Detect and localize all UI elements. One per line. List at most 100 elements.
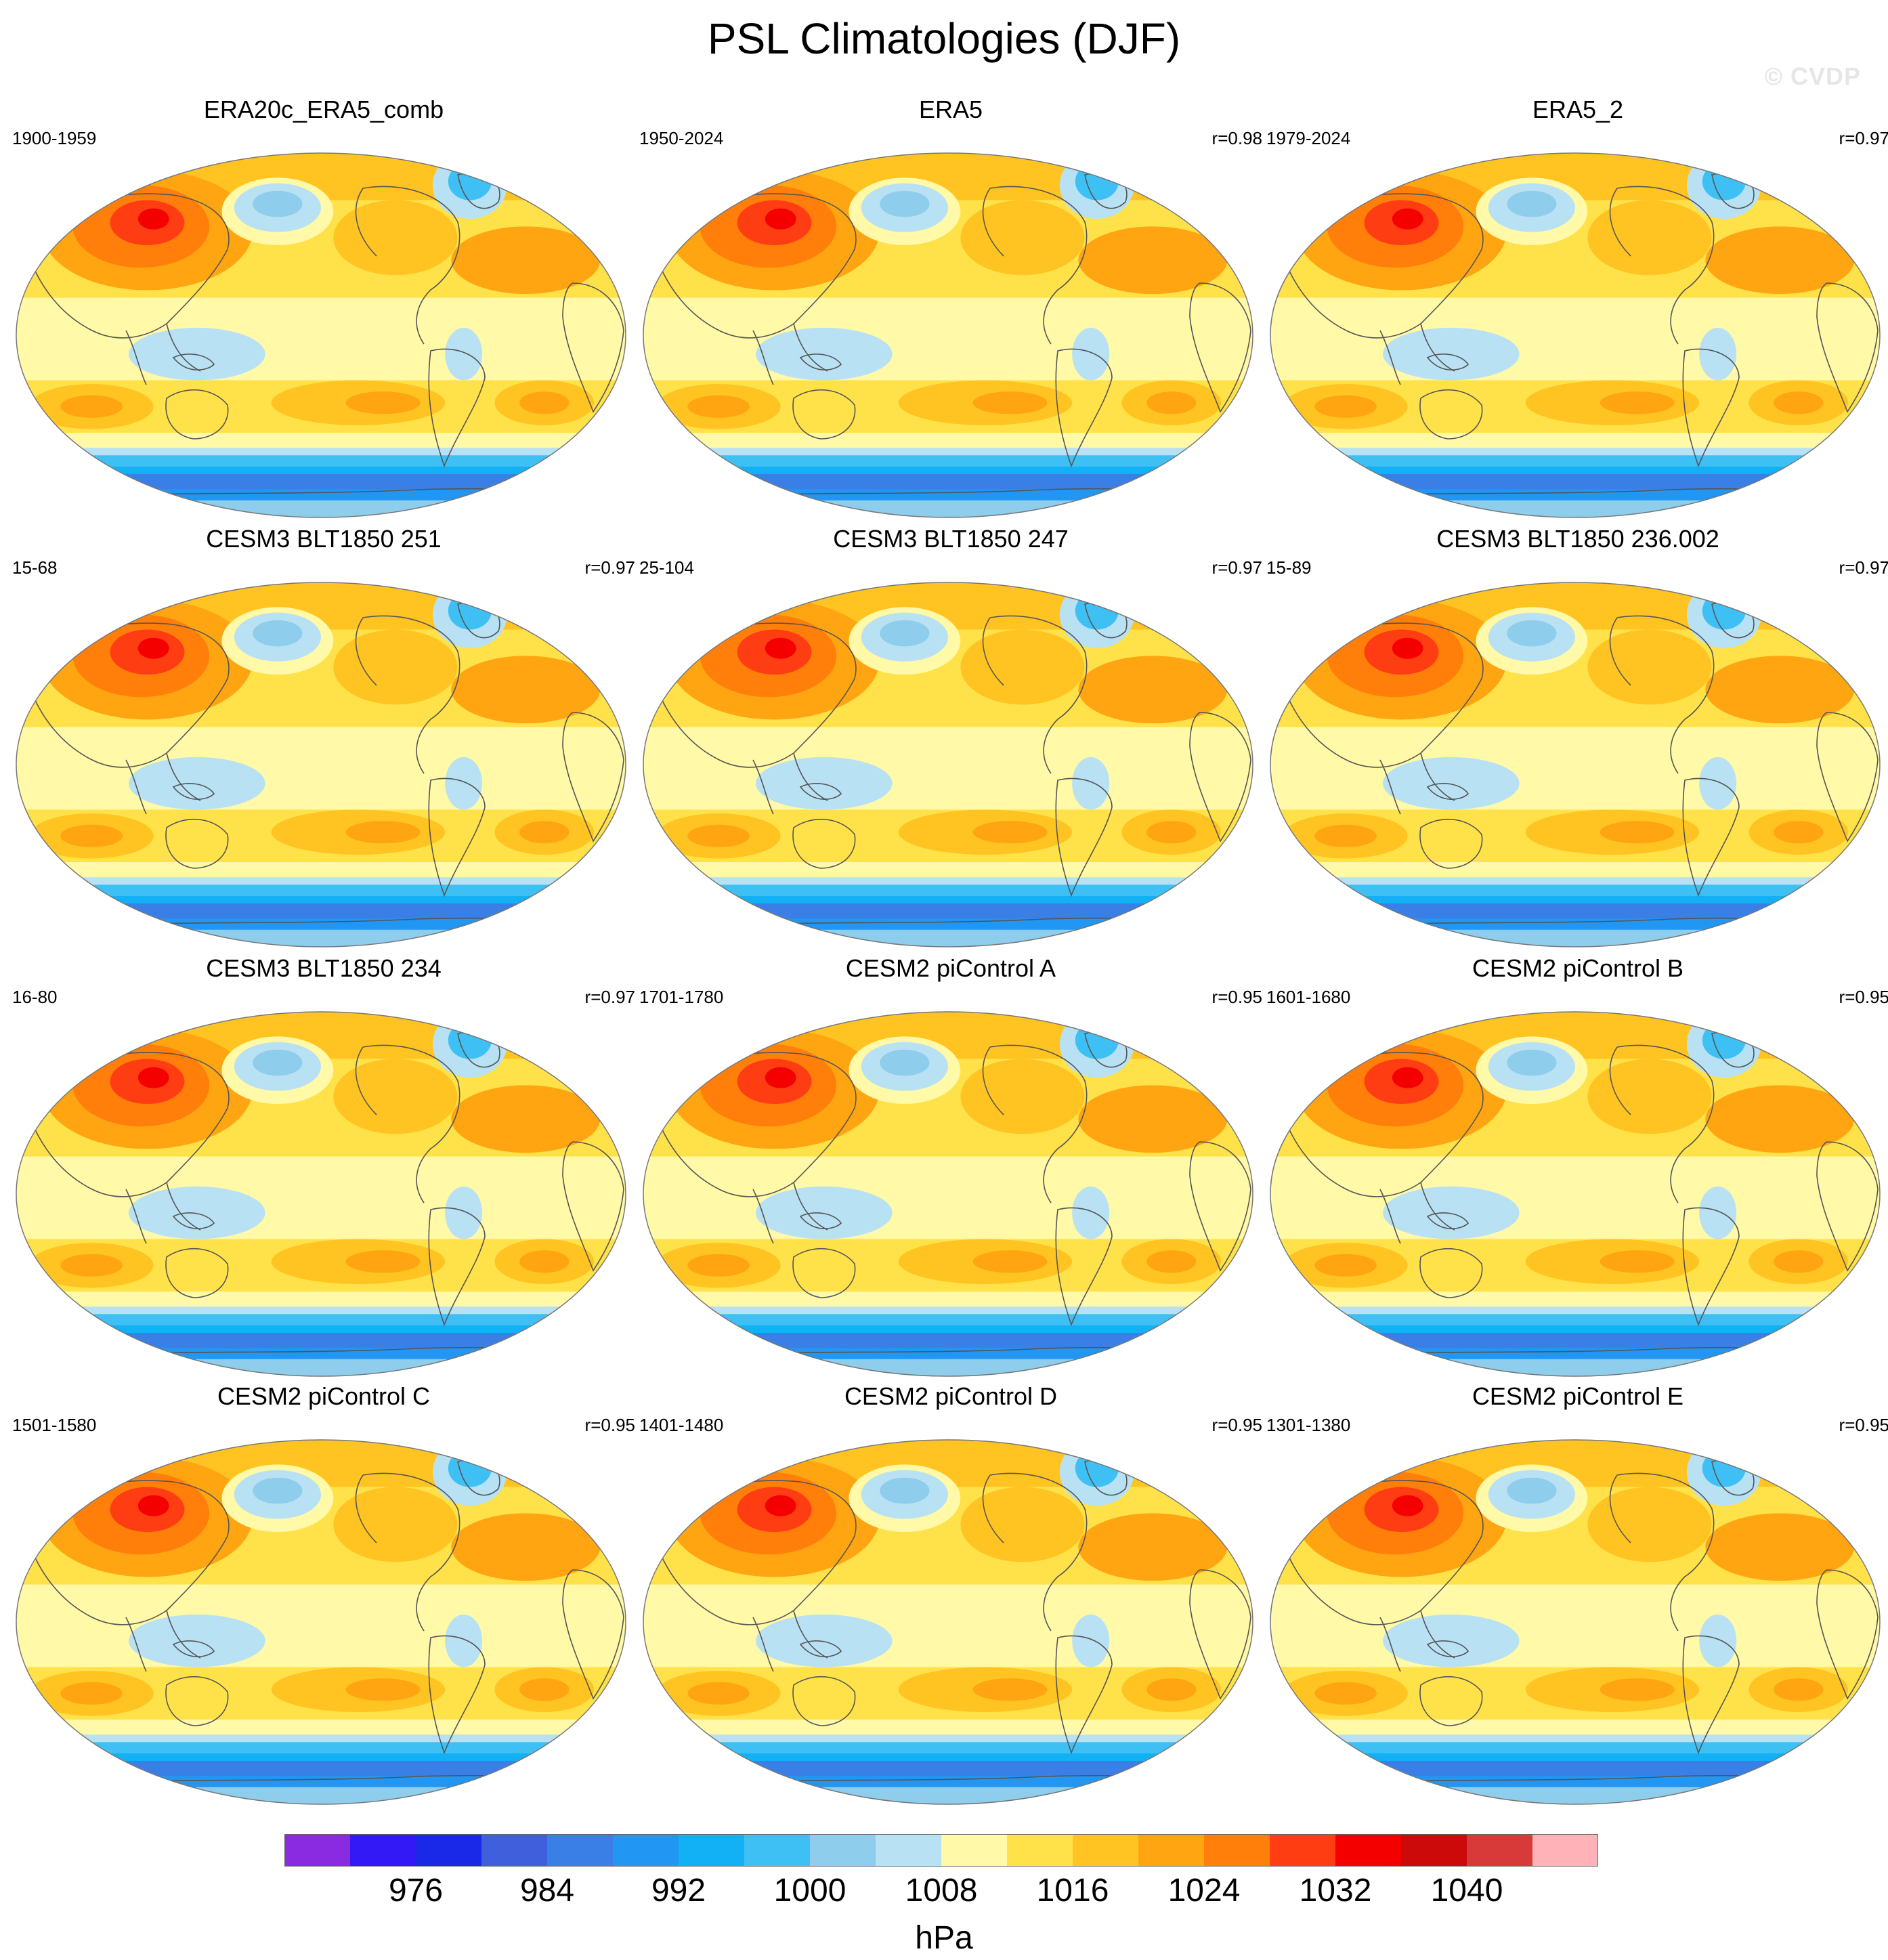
map-panel: CESM3 BLT1850 236.002 15-89 r=0.97 — [1265, 524, 1888, 952]
map-panel: CESM2 piControl D 1401-1480 r=0.95 — [638, 1382, 1264, 1810]
north-american-high — [333, 200, 458, 276]
colorbar-label: 1000 — [773, 1873, 846, 1909]
southern-ocean-band-2 — [643, 1742, 1253, 1754]
australia-coastline — [165, 389, 229, 440]
colorbar-swatch — [481, 1834, 548, 1867]
australia-coastline — [1419, 1676, 1483, 1726]
maritime-continent-coastline — [1426, 783, 1469, 800]
map-outline — [16, 582, 626, 947]
north-american-high — [333, 1487, 458, 1562]
africa-coastline — [562, 282, 624, 413]
north-america-coastline — [982, 1472, 1088, 1632]
colorbar-label: 1008 — [905, 1873, 978, 1909]
colorbar-swatch — [284, 1834, 351, 1867]
map-outline — [1270, 582, 1881, 947]
colorbar-swatch — [416, 1834, 482, 1867]
africa-coastline — [562, 1141, 624, 1272]
south-atlantic-high-core — [1774, 1250, 1824, 1273]
azores-high — [1078, 1513, 1228, 1581]
australia-coastline — [165, 818, 229, 869]
africa-coastline — [1816, 1569, 1879, 1700]
north-american-high — [1587, 200, 1712, 276]
colorbar-swatch — [350, 1834, 416, 1867]
aleutian-low-core — [1507, 1049, 1557, 1076]
africa-coastline — [1816, 1141, 1879, 1272]
warm-pool-low — [1383, 1614, 1520, 1667]
colorbar-swatch — [1335, 1834, 1402, 1867]
panel-correlation: r=0.95 — [1839, 1415, 1888, 1435]
southern-ocean-band-2 — [643, 885, 1253, 897]
map-panel: CESM2 piControl A 1701-1780 r=0.95 — [638, 954, 1264, 1382]
panel-period: 15-68 — [12, 557, 58, 578]
map-outline — [16, 1439, 626, 1805]
south-america-low — [1072, 1186, 1110, 1239]
maritime-continent-coastline — [172, 783, 215, 800]
north-america-coastline — [1609, 1044, 1715, 1203]
map-panel: ERA5_2 1979-2024 r=0.97 — [1265, 95, 1888, 523]
panel-period: 1900-1959 — [12, 128, 97, 148]
south-pacific-high-core — [345, 821, 421, 844]
north-america-coastline — [1609, 1472, 1715, 1632]
south-pacific-high-core — [972, 1250, 1048, 1273]
south-atlantic-high-core — [519, 1250, 570, 1273]
indian-ocean-high-core — [60, 1254, 123, 1277]
indian-ocean-high-core — [1314, 395, 1377, 418]
indian-ocean-high-core — [687, 1682, 750, 1705]
colorbar-swatch — [941, 1834, 1008, 1867]
map-outline — [16, 152, 626, 518]
colorbar-swatch — [1270, 1834, 1336, 1867]
colorbar-swatch — [613, 1834, 679, 1867]
panel-title: CESM2 piControl B — [1472, 954, 1684, 982]
aleutian-low-core — [1507, 1477, 1557, 1504]
warm-pool-low — [756, 327, 893, 381]
north-america-coastline — [355, 615, 460, 774]
australia-coastline — [792, 1248, 856, 1298]
southern-ocean-band-6 — [16, 1787, 626, 1804]
panel-title: CESM3 BLT1850 234 — [206, 954, 442, 982]
psl-map — [643, 152, 1253, 518]
panel-period: 15-89 — [1266, 557, 1312, 578]
indian-ocean-high-core — [1314, 1682, 1377, 1705]
warm-pool-low — [1383, 327, 1520, 381]
map-outline — [16, 1011, 626, 1377]
south-pacific-high-core — [972, 821, 1048, 844]
panel-correlation: r=0.97 — [584, 987, 635, 1007]
south-pacific-high-core — [972, 1678, 1048, 1701]
azores-high — [1705, 1085, 1855, 1153]
indian-ocean-high-core — [60, 1682, 123, 1705]
azores-high — [1078, 1085, 1228, 1153]
siberian-high-center — [1392, 637, 1423, 659]
panel-title: ERA5 — [918, 95, 983, 123]
panel-correlation: r=0.97 — [584, 557, 635, 578]
panel-correlation: r=0.95 — [1211, 1415, 1262, 1435]
south-pacific-high-core — [1600, 391, 1675, 414]
colorbar-swatch — [1073, 1834, 1139, 1867]
south-pacific-high-core — [345, 1250, 421, 1273]
indian-ocean-high-core — [60, 824, 123, 847]
africa-coastline — [1816, 712, 1879, 843]
map-outline — [1270, 1439, 1881, 1805]
azores-high — [1705, 656, 1855, 724]
south-america-coastline — [1682, 777, 1740, 897]
panel-title: CESM3 BLT1850 236.002 — [1436, 525, 1719, 553]
south-atlantic-high-core — [519, 391, 570, 414]
siberian-high-center — [765, 208, 796, 230]
warm-pool-low — [756, 1186, 893, 1239]
southern-ocean-band-2 — [1270, 1314, 1880, 1326]
north-american-high — [960, 200, 1085, 276]
colorbar-swatch — [876, 1834, 942, 1867]
south-america-coastline — [428, 1635, 486, 1755]
south-america-coastline — [428, 348, 486, 468]
psl-map — [1270, 582, 1881, 947]
aleutian-low-core — [253, 620, 303, 647]
indian-ocean-high-core — [1314, 824, 1377, 847]
warm-pool-low — [129, 757, 265, 810]
north-american-high — [960, 1487, 1085, 1562]
panel-period: 1601-1680 — [1266, 987, 1351, 1007]
africa-coastline — [1189, 282, 1251, 413]
south-america-coastline — [1682, 1207, 1740, 1327]
south-atlantic-high-core — [519, 821, 570, 844]
south-atlantic-high-core — [1146, 391, 1197, 414]
map-outline — [643, 152, 1253, 518]
south-atlantic-high-core — [1146, 821, 1197, 844]
